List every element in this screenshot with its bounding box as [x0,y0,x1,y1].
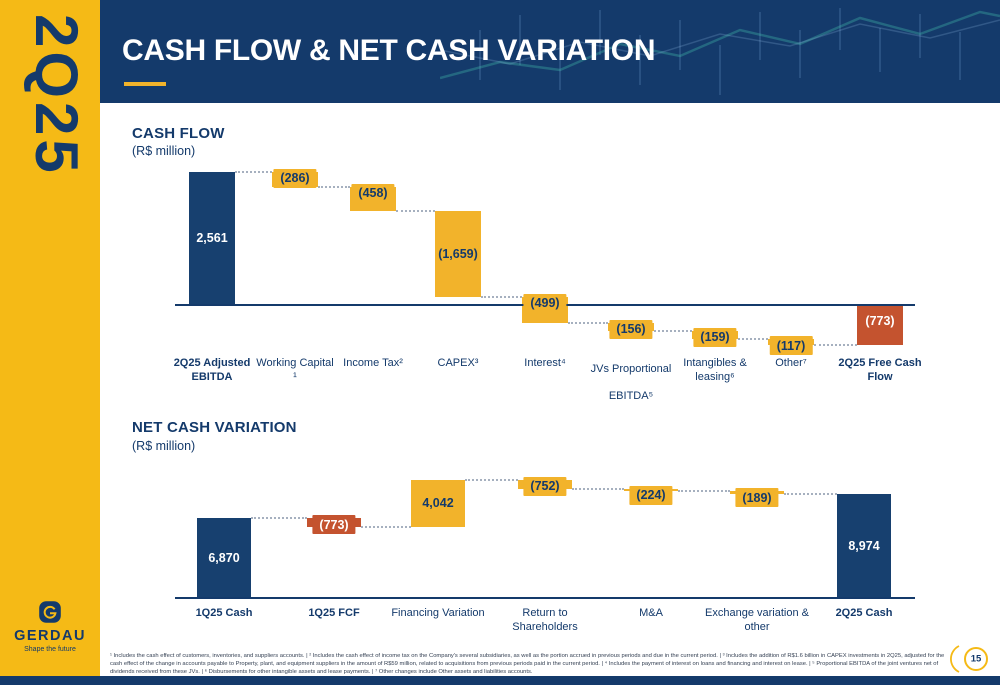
net-cash-section-title: NET CASH VARIATION [132,419,297,436]
footnotes: ¹ Includes the cash effect of customers,… [110,653,945,676]
connector-line [568,321,608,324]
connector-line [784,492,837,495]
value-label: 8,974 [848,538,880,553]
category-label: M&A [639,607,663,619]
waterfall-bar: 4,042 [411,479,465,528]
title-underline [124,82,166,86]
category-label: Income Tax² [343,357,403,369]
header-chart-decoration [440,8,1000,95]
waterfall-bar: 8,974 [837,493,891,598]
category-label: Working Capital ¹ [256,357,334,384]
connector-line [318,185,350,188]
value-label: (1,659) [438,246,478,261]
value-label: 4,042 [422,496,454,511]
connector-line [235,170,272,173]
category-label: 2Q25 Free Cash Flow [838,357,922,384]
waterfall-bar: 6,870 [197,518,251,598]
category-label: CAPEX³ [437,357,479,369]
header-band: CASH FLOW & NET CASH VARIATION [100,0,1000,103]
value-label: (458) [351,183,395,203]
bottom-bar [0,676,1000,685]
value-label: (773) [312,515,356,535]
page-number: 15 [970,653,982,665]
cash-flow-unit-label: (R$ million) [132,144,196,158]
net-cash-waterfall-chart: 6,870 1Q25 Cash (773) 1Q25 FCF 4,042 Financin… [100,460,1000,676]
category-label: JVs Proportional EBITDA⁵ [590,363,672,402]
net-cash-unit-label: (R$ million) [132,439,196,453]
value-label: 6,870 [208,551,240,565]
value-label: (499) [523,293,567,313]
period-label: 2Q25 [23,14,90,177]
connector-line [251,517,307,520]
waterfall-bar: (1,659) [435,210,481,297]
gerdau-brand: GERDAU Shape the future [0,600,100,653]
connector-line [465,478,518,481]
sidebar: 2Q25 GERDAU Shape the future [0,0,100,685]
value-label: (773) [858,311,902,330]
chart-baseline [175,597,915,599]
slide-content: CASH FLOW (R$ million) 2,561 2Q25 Adjuste… [100,103,1000,676]
page-number-badge: 15 [950,642,994,676]
category-label: Exchange variation & other [705,607,809,634]
connector-line [654,329,692,332]
connector-line [396,209,435,212]
connector-line [481,295,522,298]
category-label: Other⁷ [775,357,807,369]
category-label: Return to Shareholders [512,607,578,634]
category-label: 2Q25 Cash [835,607,893,619]
connector-line [678,490,730,493]
category-label: 1Q25 Cash [195,607,253,619]
value-label: (224) [629,485,673,505]
brand-name: GERDAU [14,628,86,644]
waterfall-bar: 2,561 [189,171,235,305]
category-label: 2Q25 Adjusted EBITDA [173,357,251,384]
value-label: (286) [273,168,317,188]
value-label: (117) [769,336,813,356]
category-label: Financing Variation [391,607,485,619]
value-label: (752) [523,476,567,496]
cash-flow-waterfall-chart: 2,561 2Q25 Adjusted EBITDA (286) Working Ca… [100,160,1000,440]
category-label: Intangibles & leasing⁶ [683,357,747,384]
gerdau-logo-icon [39,601,61,623]
value-label: (189) [735,488,779,508]
category-label: Interest⁴ [524,357,566,369]
value-label: (156) [609,319,653,339]
connector-line [361,526,411,529]
value-label: 2,561 [196,231,228,246]
brand-tagline: Shape the future [24,646,76,653]
connector-line [738,338,768,341]
cash-flow-section-title: CASH FLOW [132,125,225,142]
page-number-arcs [950,645,988,673]
connector-line [572,487,624,490]
connector-line [814,344,857,347]
slide-title: CASH FLOW & NET CASH VARIATION [122,34,656,67]
category-label: 1Q25 FCF [308,607,360,619]
value-label: (159) [693,327,737,347]
